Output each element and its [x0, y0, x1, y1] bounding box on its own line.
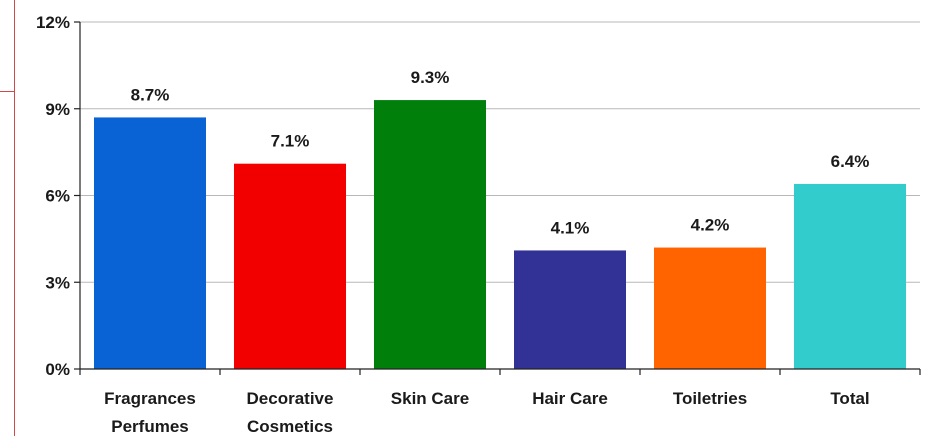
- x-tick-label-line: Hair Care: [532, 389, 608, 408]
- bar: [794, 183, 906, 369]
- data-label: 8.7%: [131, 85, 170, 104]
- x-tick-label-line: Perfumes: [111, 417, 188, 436]
- y-tick-label: 0%: [45, 360, 70, 379]
- bar: [94, 117, 206, 369]
- x-tick-label-line: Decorative: [247, 389, 334, 408]
- data-label: 4.1%: [551, 218, 590, 237]
- x-tick-label: Toiletries: [673, 389, 747, 408]
- y-tick-label: 12%: [36, 13, 70, 32]
- x-tick-label: Total: [830, 389, 869, 408]
- x-tick-label: Skin Care: [391, 389, 469, 408]
- x-tick-label: Hair Care: [532, 389, 608, 408]
- bar: [514, 250, 626, 369]
- x-tick-label-line: Cosmetics: [247, 417, 333, 436]
- frame-border-tick: [0, 91, 15, 92]
- x-tick-label-line: Toiletries: [673, 389, 747, 408]
- y-tick-label: 6%: [45, 187, 70, 206]
- x-tick-label: Decorative Cosmetics: [247, 389, 334, 436]
- data-label: 9.3%: [411, 68, 450, 87]
- bar: [234, 163, 346, 369]
- y-tick-label: 9%: [45, 100, 70, 119]
- x-tick-label: Fragrances Perfumes: [104, 389, 196, 436]
- data-label: 4.2%: [691, 216, 730, 235]
- bar: [374, 100, 486, 369]
- x-tick-label-line: Fragrances: [104, 389, 196, 408]
- x-tick-label-line: Total: [830, 389, 869, 408]
- data-label: 7.1%: [271, 132, 310, 151]
- bar: [654, 247, 766, 369]
- frame-border-left: [14, 0, 15, 436]
- x-tick-label-line: Skin Care: [391, 389, 469, 408]
- y-tick-label: 3%: [45, 273, 70, 292]
- data-label: 6.4%: [831, 152, 870, 171]
